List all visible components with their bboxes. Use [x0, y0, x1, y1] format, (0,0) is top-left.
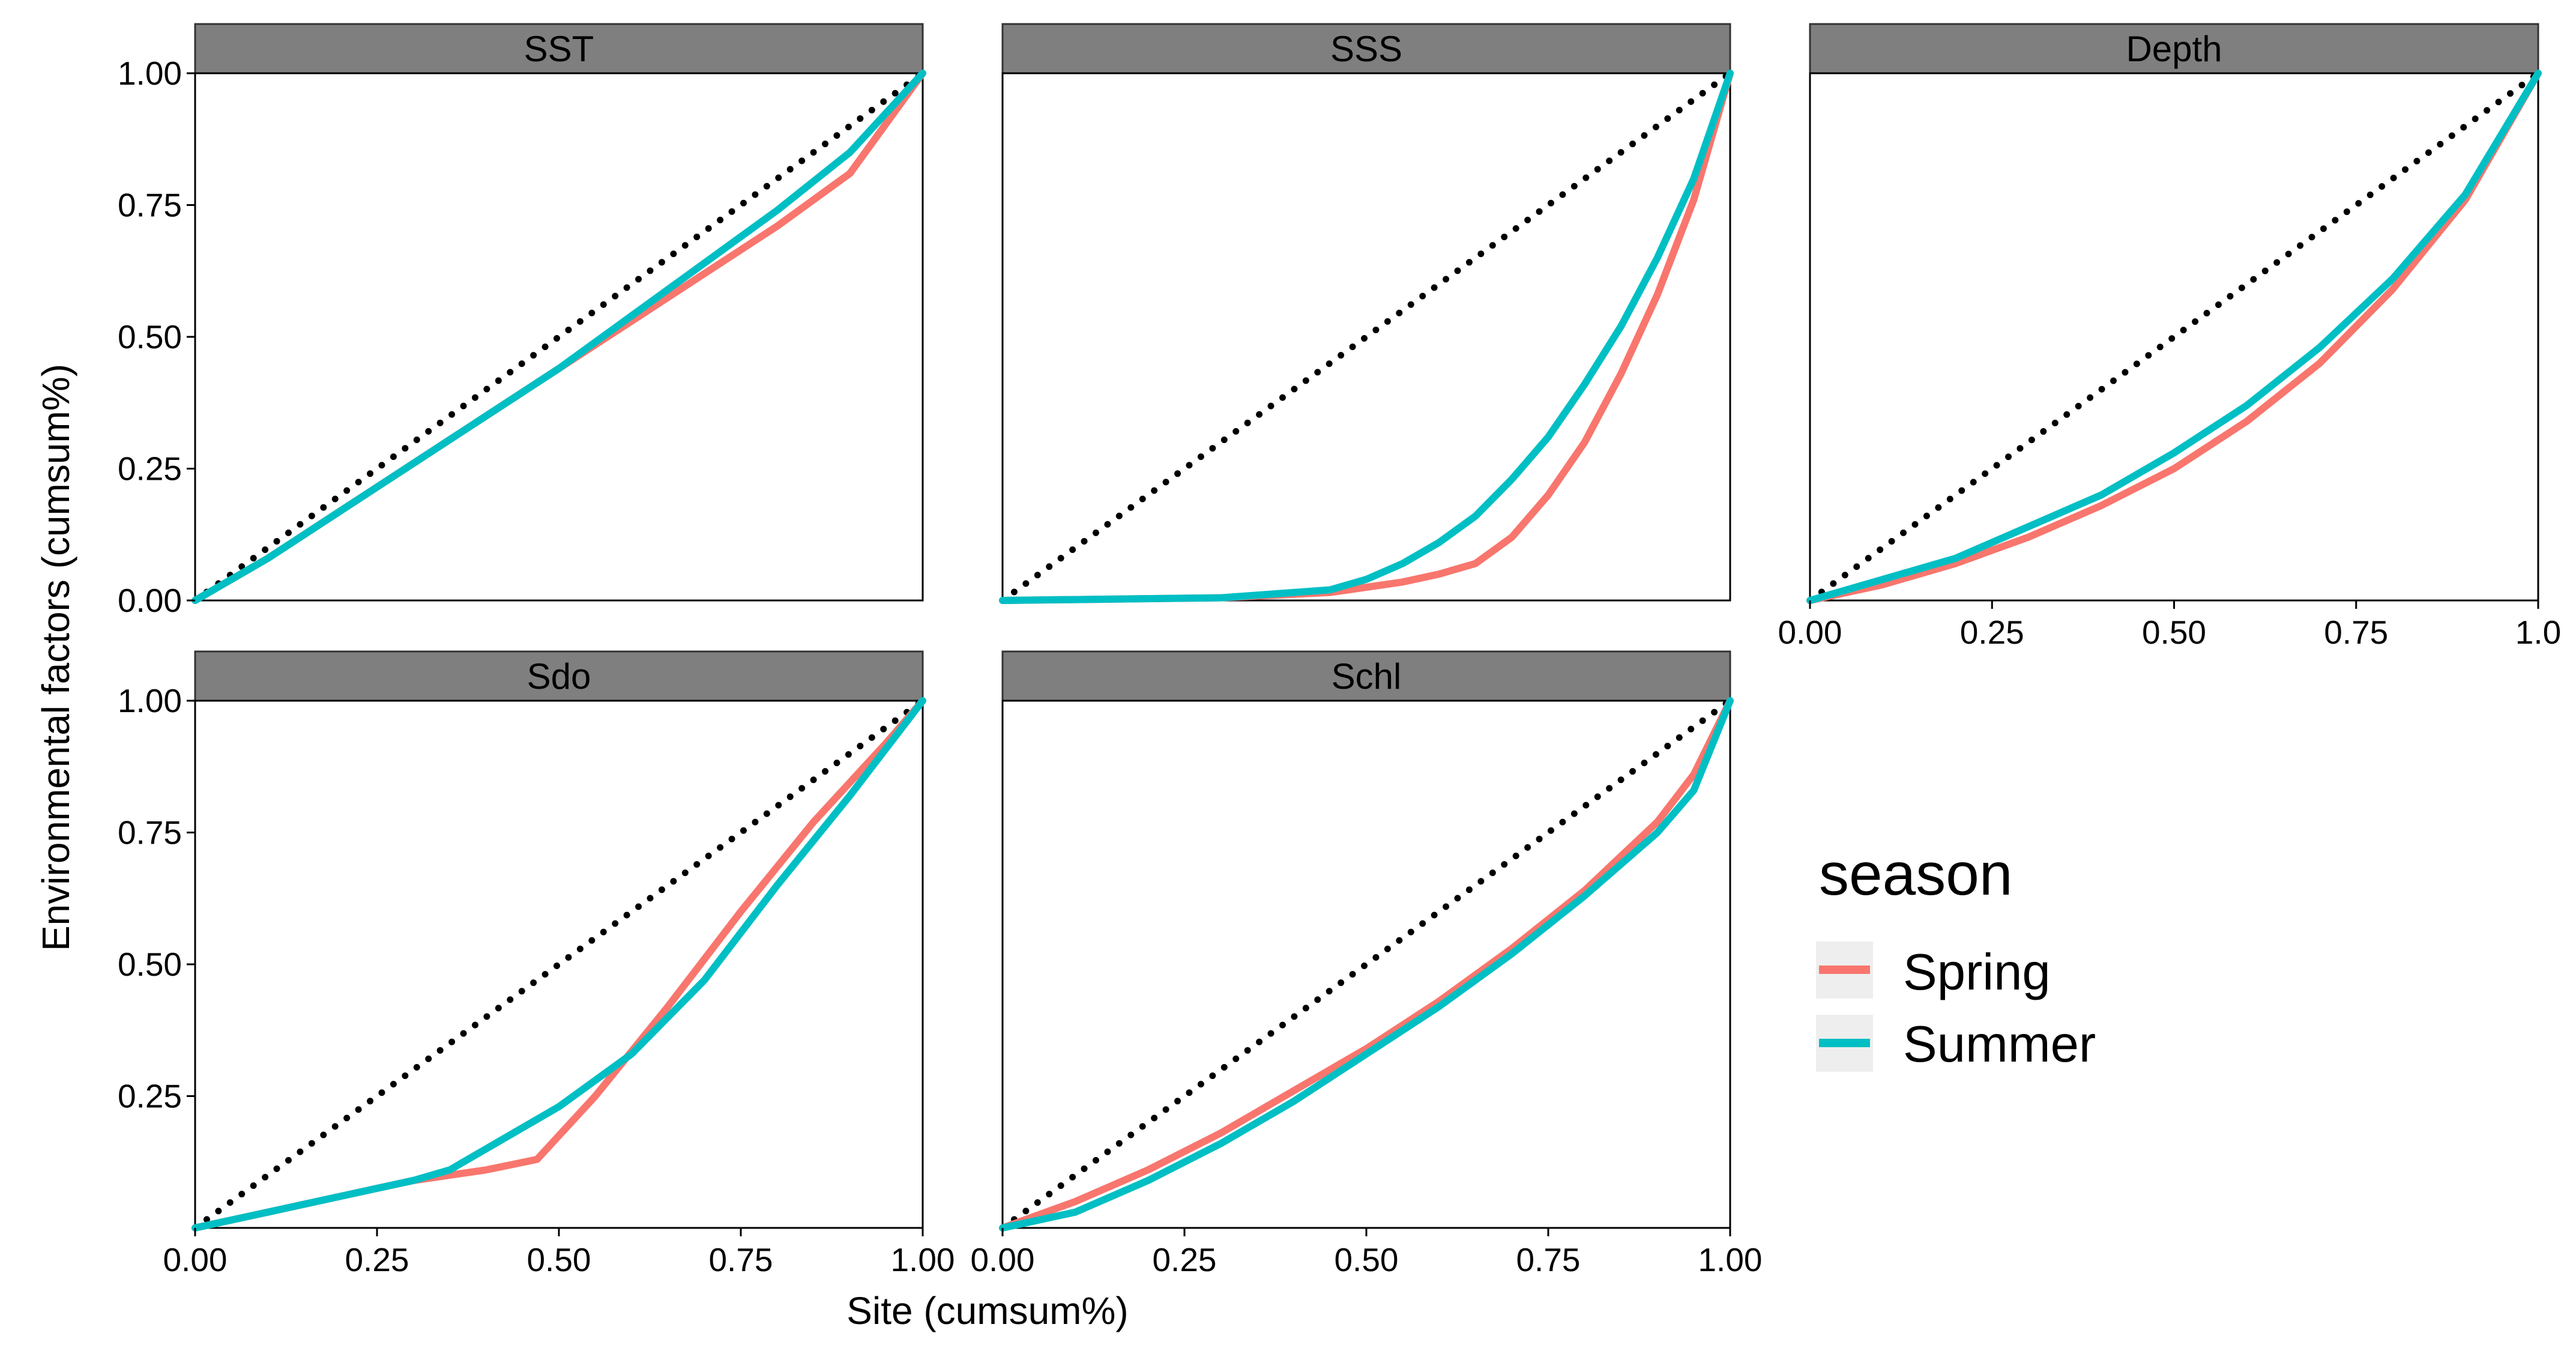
legend-label-spring: Spring [1903, 944, 2051, 1001]
strip-label-depth: Depth [2126, 29, 2222, 69]
x-tick-label-sdo: 0.75 [708, 1241, 773, 1278]
legend-entry-spring: Spring [1816, 941, 2051, 1001]
series-line-spring-schl [999, 697, 1734, 1232]
panel-schl: Schl 0.00 0.25 0.50 0.75 1.00 [970, 650, 1763, 1278]
series-line-summer-sss [999, 70, 1734, 604]
panel-sst: SST 0.00 0.25 0.50 0.75 1.00 [118, 23, 926, 619]
y-tick-label-sdo: 0.50 [118, 946, 182, 983]
series-line-summer-schl [999, 697, 1734, 1232]
reference-line-schl [999, 697, 1734, 1232]
x-axis-title: Site (cumsum%) [846, 1289, 1128, 1332]
x-tick-label-schl: 0.25 [1152, 1241, 1216, 1278]
y-tick-label-sdo: 1.00 [118, 682, 182, 719]
x-tick-label-sdo: 0.50 [526, 1241, 591, 1278]
strip-label-schl: Schl [1332, 656, 1402, 697]
reference-line-sss [999, 70, 1734, 604]
strip-label-sss: SSS [1330, 29, 1402, 69]
strip-depth [1809, 23, 2539, 74]
reference-line-sst [192, 70, 926, 604]
x-tick-label-depth: 1.0 [2515, 614, 2561, 651]
x-tick-label-depth: 0.75 [2324, 614, 2388, 651]
series-line-summer-sst [192, 70, 926, 604]
strip-sdo [194, 650, 924, 702]
y-tick-label-sst: 1.00 [118, 55, 182, 92]
series-line-spring-depth [1806, 70, 2542, 604]
reference-line-sdo [192, 697, 926, 1232]
panel-sdo: Sdo 1.00 0.75 0.50 0.25 0.00 0.25 0.50 0.75 1.00 [118, 650, 955, 1278]
x-tick-label-depth: 0.25 [1960, 614, 2024, 651]
y-tick-label-sdo: 0.75 [118, 814, 182, 851]
chart-panels: SST 0.00 0.25 0.50 0.75 1.00 SSS Depth 0.00 0.25 0… [118, 23, 2561, 1278]
x-tick-label-schl: 0.50 [1334, 1241, 1398, 1278]
x-tick-label-sdo: 0.25 [345, 1241, 409, 1278]
legend: season Spring Summer [1816, 841, 2096, 1073]
x-tick-label-depth: 0.00 [1778, 614, 1842, 651]
strip-label-sst: SST [524, 29, 594, 69]
y-axis-title: Environmental factors (cumsum%) [34, 364, 77, 951]
strip-sst [194, 23, 924, 74]
legend-label-summer: Summer [1903, 1016, 2096, 1073]
x-tick-label-sdo: 1.00 [890, 1241, 955, 1278]
y-tick-label-sst: 0.25 [118, 450, 182, 488]
legend-title: season [1819, 841, 2012, 908]
strip-schl [1001, 650, 1731, 702]
y-tick-label-sst: 0.00 [118, 582, 182, 619]
strip-sss [1001, 23, 1731, 74]
y-tick-label-sst: 0.50 [118, 318, 182, 355]
strip-label-sdo: Sdo [527, 656, 591, 697]
y-tick-label-sdo: 0.25 [118, 1078, 182, 1115]
x-tick-label-schl: 0.00 [970, 1241, 1034, 1278]
x-tick-label-depth: 0.50 [2142, 614, 2206, 651]
series-line-summer-sdo [192, 697, 926, 1232]
series-line-summer-depth [1806, 70, 2542, 604]
legend-entry-summer: Summer [1816, 1015, 2096, 1073]
x-tick-label-schl: 0.75 [1516, 1241, 1580, 1278]
x-tick-label-schl: 1.00 [1698, 1241, 1762, 1278]
panel-depth: Depth 0.00 0.25 0.50 0.75 1.0 [1778, 23, 2561, 651]
y-tick-label-sst: 0.75 [118, 187, 182, 224]
reference-line-depth [1806, 70, 2542, 604]
x-tick-label-sdo: 0.00 [163, 1241, 227, 1278]
panel-sss: SSS [999, 23, 1734, 604]
